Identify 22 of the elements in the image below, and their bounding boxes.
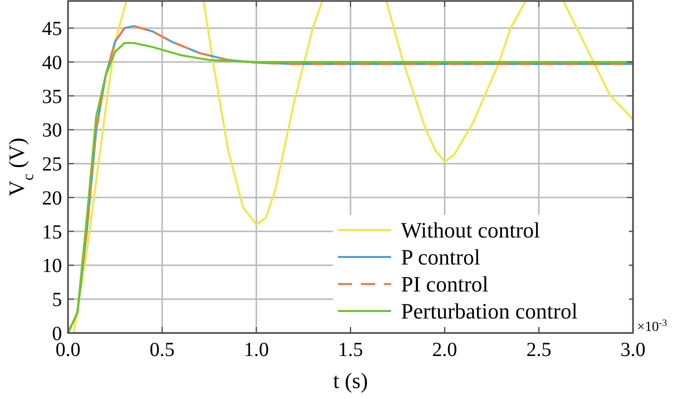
y-tick-label: 40 [42,52,62,74]
legend-label: Without control [401,218,540,243]
x-tick-label: 2.0 [432,339,458,361]
x-axis-title: t (s) [333,368,368,393]
legend-label: Perturbation control [401,298,578,324]
y-tick-label: 35 [42,86,62,108]
x-tick-label: 0.0 [56,339,80,361]
y-tick-label: 5 [52,289,62,312]
y-tick-label: 15 [42,221,62,244]
y-tick-label: 25 [42,154,62,176]
x-tick-label: 0.5 [150,339,175,361]
text: ×10$^{-3}$ [637,318,668,335]
x-tick-label: 2.5 [526,339,552,361]
y-tick-label: 45 [42,18,62,40]
y-tick-label: 10 [42,255,62,278]
x-tick-label: 1.0 [244,339,269,361]
y-tick-label: 20 [42,187,62,210]
legend-label: PI control [401,272,488,297]
y-tick-label: 30 [42,120,62,142]
legend-label: P control [401,244,480,270]
x-tick-label: 3.0 [620,339,646,361]
x-tick-label: 1.5 [338,339,363,361]
